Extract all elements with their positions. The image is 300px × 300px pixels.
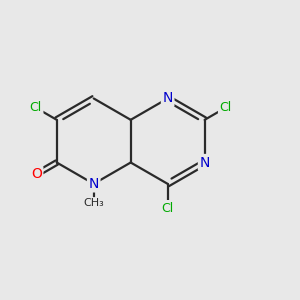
Text: CH₃: CH₃ [83,198,104,208]
Text: N: N [88,177,99,191]
Text: N: N [163,92,173,106]
Text: O: O [31,167,42,181]
Text: Cl: Cl [30,101,42,114]
Text: Cl: Cl [161,202,174,214]
Text: N: N [200,155,210,170]
Text: Cl: Cl [219,101,232,114]
